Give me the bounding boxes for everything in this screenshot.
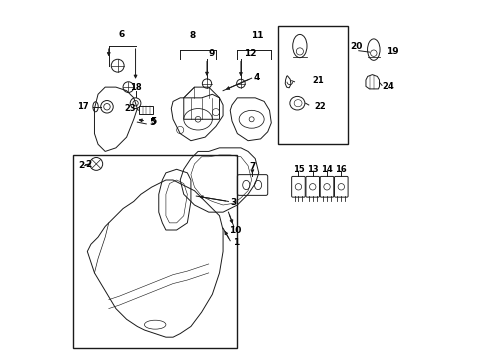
Text: 12: 12 <box>244 49 257 58</box>
Text: 17: 17 <box>77 102 89 111</box>
Text: 22: 22 <box>313 102 325 111</box>
Text: 11: 11 <box>250 31 263 40</box>
Text: 16: 16 <box>335 165 346 174</box>
Text: 6: 6 <box>118 30 124 39</box>
Text: 2: 2 <box>78 161 84 170</box>
Text: 2: 2 <box>85 160 92 169</box>
Text: 24: 24 <box>382 82 394 91</box>
Text: 1: 1 <box>232 238 239 247</box>
Text: 5: 5 <box>149 118 155 127</box>
Text: 7: 7 <box>249 162 255 171</box>
Text: 20: 20 <box>349 41 362 50</box>
Text: 14: 14 <box>321 165 332 174</box>
Text: 23: 23 <box>123 104 135 113</box>
Text: 5: 5 <box>149 117 156 126</box>
Text: 21: 21 <box>312 76 324 85</box>
Bar <box>278 26 347 144</box>
Bar <box>73 155 237 348</box>
Text: 10: 10 <box>229 226 241 235</box>
Text: 18: 18 <box>129 83 141 92</box>
Text: 19: 19 <box>385 47 397 56</box>
Text: 8: 8 <box>189 31 195 40</box>
Text: 9: 9 <box>208 49 215 58</box>
Text: 15: 15 <box>292 165 304 174</box>
Text: 13: 13 <box>306 165 318 174</box>
Text: 4: 4 <box>253 73 259 82</box>
Text: 3: 3 <box>230 198 236 207</box>
